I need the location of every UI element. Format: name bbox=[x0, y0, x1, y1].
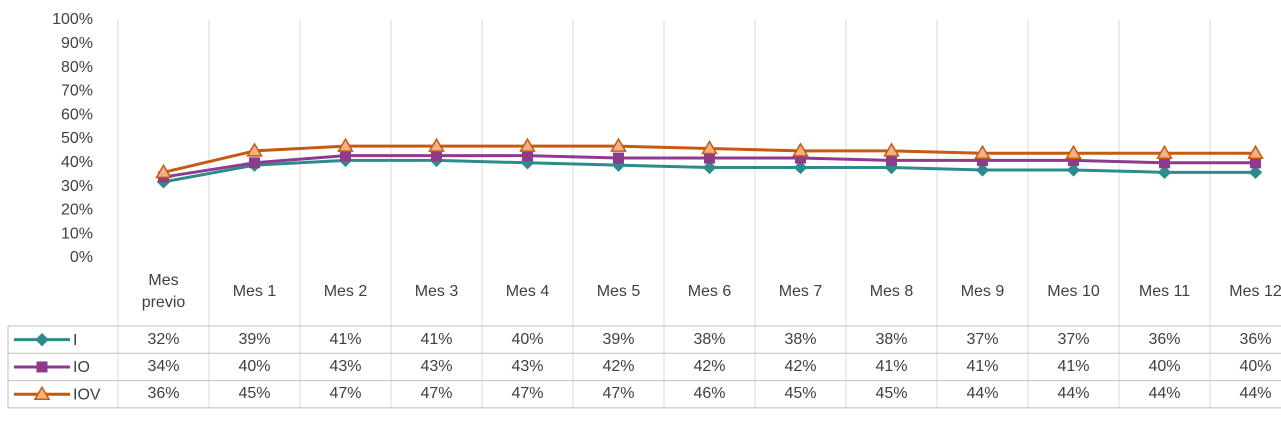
data-label: 44% bbox=[1148, 385, 1181, 403]
x-tick-label: Mes previo bbox=[141, 272, 186, 311]
marker bbox=[1247, 144, 1264, 160]
marker bbox=[883, 142, 900, 157]
legend-label: IOV bbox=[73, 386, 101, 403]
y-tick-label: 10% bbox=[61, 225, 93, 242]
data-label: 42% bbox=[693, 357, 726, 375]
data-label: 40% bbox=[1148, 357, 1181, 375]
y-tick-label: 40% bbox=[61, 154, 93, 171]
data-label: 44% bbox=[1057, 385, 1090, 403]
data-label: 41% bbox=[966, 357, 999, 375]
x-tick-label: Mes 1 bbox=[232, 283, 277, 300]
data-label: 47% bbox=[420, 385, 453, 403]
x-tick-label: Mes 5 bbox=[596, 283, 641, 300]
marker bbox=[610, 137, 627, 152]
y-tick-label: 90% bbox=[61, 35, 93, 52]
marker bbox=[704, 152, 715, 164]
data-label: 42% bbox=[602, 357, 635, 375]
data-label: 40% bbox=[511, 330, 544, 348]
legend-marker bbox=[36, 361, 48, 373]
data-label: 44% bbox=[1239, 385, 1272, 403]
data-label: 43% bbox=[420, 357, 453, 375]
marker bbox=[1248, 165, 1263, 180]
data-label: 46% bbox=[693, 385, 726, 403]
marker bbox=[974, 144, 991, 160]
marker bbox=[701, 140, 718, 155]
data-label: 45% bbox=[784, 385, 817, 403]
data-label: 40% bbox=[238, 357, 271, 375]
data-label: 41% bbox=[329, 330, 362, 348]
marker bbox=[428, 137, 445, 152]
marker bbox=[337, 137, 354, 152]
x-tick-label: Mes 9 bbox=[960, 283, 1005, 300]
marker bbox=[702, 160, 717, 175]
marker bbox=[1157, 165, 1172, 180]
data-label: 39% bbox=[238, 330, 271, 348]
x-tick-label: Mes 10 bbox=[1047, 283, 1100, 300]
marker bbox=[519, 137, 536, 152]
x-tick-label: Mes 11 bbox=[1138, 283, 1191, 300]
data-label: 38% bbox=[875, 330, 908, 348]
y-tick-label: 80% bbox=[61, 59, 93, 76]
marker bbox=[1159, 157, 1170, 169]
y-tick-label: 50% bbox=[61, 130, 93, 147]
data-label: 38% bbox=[693, 330, 726, 348]
data-label: 45% bbox=[238, 385, 271, 403]
data-label: 47% bbox=[329, 385, 362, 403]
marker bbox=[793, 160, 808, 175]
y-tick-label: 70% bbox=[61, 83, 93, 100]
data-label: 37% bbox=[1057, 330, 1090, 348]
marker bbox=[975, 163, 990, 177]
legend-label: IO bbox=[73, 359, 90, 376]
marker bbox=[249, 157, 260, 169]
x-tick-label: Mes 4 bbox=[505, 283, 550, 300]
marker bbox=[1066, 163, 1081, 177]
marker bbox=[613, 152, 624, 164]
legend-label: I bbox=[73, 332, 77, 349]
marker bbox=[431, 150, 442, 162]
marker bbox=[1065, 144, 1082, 160]
x-tick-label: Mes 7 bbox=[778, 283, 823, 300]
data-label: 47% bbox=[602, 385, 635, 403]
legend-marker bbox=[35, 332, 49, 347]
data-label: 47% bbox=[511, 385, 544, 403]
marker bbox=[1156, 144, 1173, 160]
data-label: 41% bbox=[1057, 357, 1090, 375]
y-tick-label: 30% bbox=[61, 178, 93, 195]
y-tick-label: 20% bbox=[61, 202, 93, 219]
data-label: 37% bbox=[966, 330, 999, 348]
legend-marker bbox=[33, 385, 51, 400]
data-label: 41% bbox=[420, 330, 453, 348]
data-label: 45% bbox=[875, 385, 908, 403]
y-tick-label: 60% bbox=[61, 106, 93, 123]
marker bbox=[246, 142, 263, 157]
data-label: 43% bbox=[511, 357, 544, 375]
x-tick-label: Mes 3 bbox=[414, 283, 459, 300]
x-tick-label: Mes 2 bbox=[323, 283, 368, 300]
data-label: 39% bbox=[602, 330, 635, 348]
marker bbox=[1250, 157, 1261, 169]
y-tick-label: 0% bbox=[70, 249, 93, 266]
x-tick-label: Mes 8 bbox=[869, 283, 914, 300]
data-label: 36% bbox=[1148, 330, 1181, 348]
y-tick-label: 100% bbox=[52, 11, 93, 28]
data-label: 32% bbox=[147, 330, 180, 348]
data-label: 44% bbox=[966, 385, 999, 403]
data-label: 36% bbox=[147, 385, 180, 403]
marker bbox=[155, 163, 172, 179]
marker bbox=[522, 150, 533, 162]
x-tick-label: Mes 6 bbox=[687, 283, 732, 300]
data-label: 42% bbox=[784, 357, 817, 375]
data-label: 36% bbox=[1239, 330, 1272, 348]
marker bbox=[340, 150, 351, 162]
marker bbox=[886, 154, 897, 166]
x-tick-label: Mes 12 bbox=[1229, 283, 1281, 300]
data-label: 43% bbox=[329, 357, 362, 375]
data-label: 40% bbox=[1239, 357, 1272, 375]
data-label: 34% bbox=[147, 357, 180, 375]
data-label: 41% bbox=[875, 357, 908, 375]
data-label: 38% bbox=[784, 330, 817, 348]
marker bbox=[792, 142, 809, 157]
